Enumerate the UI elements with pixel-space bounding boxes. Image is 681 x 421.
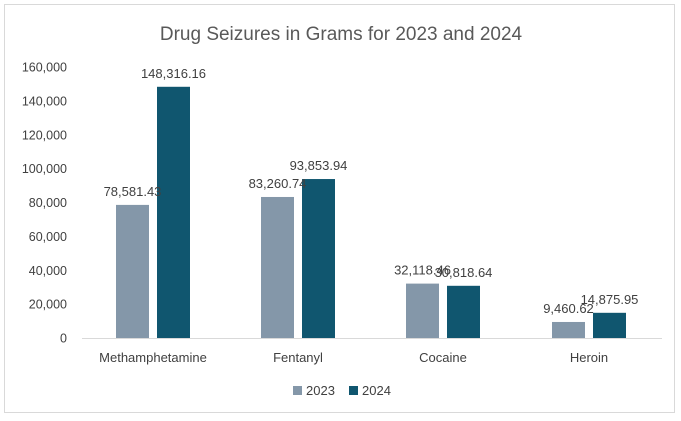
x-tick-label: Cocaine	[419, 350, 467, 365]
y-tick-label: 0	[60, 332, 67, 346]
chart-frame	[4, 4, 675, 413]
x-tick-label: Fentanyl	[273, 350, 323, 365]
legend-swatch-2024	[349, 386, 358, 395]
data-label: 83,260.74	[249, 176, 307, 191]
y-tick-label: 40,000	[29, 264, 67, 278]
legend-swatch-2023	[293, 386, 302, 395]
y-tick-label: 60,000	[29, 230, 67, 244]
data-label: 93,853.94	[290, 158, 348, 173]
bars-group	[116, 86, 626, 338]
data-label: 32,118.46	[394, 263, 451, 278]
bar-2023-heroin	[552, 321, 585, 338]
y-tick-label: 140,000	[22, 94, 67, 108]
bar-2024-methamphetamine	[157, 86, 190, 338]
x-tick-label: Heroin	[570, 350, 608, 365]
y-tick-label: 20,000	[29, 298, 67, 312]
data-labels-group: 78,581.43 83,260.74 32,118.46 9,460.62 148,3…	[104, 66, 639, 316]
bar-2023-fentanyl	[261, 196, 294, 338]
legend-label: 2024	[362, 383, 391, 398]
data-label: 30,818.64	[435, 265, 493, 280]
y-tick-label: 120,000	[22, 128, 67, 142]
data-label: 9,460.62	[543, 301, 594, 316]
legend: 2023 2024	[293, 383, 391, 398]
y-axis-ticks: 0 20,000 40,000 60,000 80,000 100,000 120,000 1…	[22, 61, 67, 346]
bar-2023-cocaine	[406, 283, 439, 338]
data-label: 78,581.43	[104, 184, 162, 199]
bar-2024-heroin	[593, 312, 626, 338]
data-label: 148,316.16	[141, 66, 206, 81]
data-label: 14,875.95	[581, 292, 639, 307]
y-tick-label: 160,000	[22, 61, 67, 75]
x-axis-categories: Methamphetamine Fentanyl Cocaine Heroin	[99, 350, 608, 365]
bar-2024-fentanyl	[302, 179, 335, 338]
y-tick-label: 100,000	[22, 162, 67, 176]
legend-label: 2023	[306, 383, 335, 398]
bar-2023-methamphetamine	[116, 204, 149, 338]
y-tick-label: 80,000	[29, 196, 67, 210]
x-tick-label: Methamphetamine	[99, 350, 207, 365]
chart-title: Drug Seizures in Grams for 2023 and 2024	[160, 24, 523, 45]
bar-2024-cocaine	[447, 285, 480, 338]
